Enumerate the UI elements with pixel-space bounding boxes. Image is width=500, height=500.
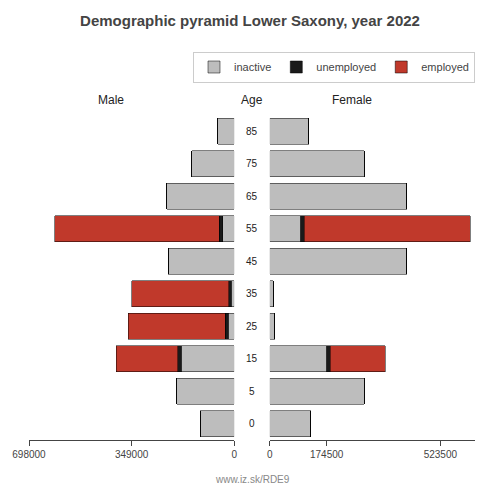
svg-text:Male: Male (98, 93, 124, 107)
svg-text:523500: 523500 (424, 449, 458, 460)
svg-text:Female: Female (332, 93, 372, 107)
svg-text:0: 0 (267, 449, 273, 460)
svg-text:5: 5 (249, 386, 255, 397)
svg-text:45: 45 (246, 256, 258, 267)
svg-text:25: 25 (246, 321, 258, 332)
svg-text:349000: 349000 (115, 449, 149, 460)
svg-text:unemployed: unemployed (316, 61, 376, 73)
svg-text:0: 0 (231, 449, 237, 460)
svg-text:698000: 698000 (12, 449, 46, 460)
svg-text:inactive: inactive (234, 61, 271, 73)
svg-text:75: 75 (246, 158, 258, 169)
svg-text:employed: employed (421, 61, 469, 73)
svg-text:65: 65 (246, 191, 258, 202)
svg-text:85: 85 (246, 126, 258, 137)
svg-text:Age: Age (241, 93, 263, 107)
svg-text:Demographic pyramid Lower Saxo: Demographic pyramid Lower Saxony, year 2… (80, 12, 420, 29)
svg-text:www.iz.sk/RDE9: www.iz.sk/RDE9 (215, 474, 290, 485)
svg-text:174500: 174500 (310, 449, 344, 460)
svg-text:0: 0 (249, 418, 255, 429)
svg-text:35: 35 (246, 288, 258, 299)
svg-text:55: 55 (246, 223, 258, 234)
svg-text:15: 15 (246, 353, 258, 364)
